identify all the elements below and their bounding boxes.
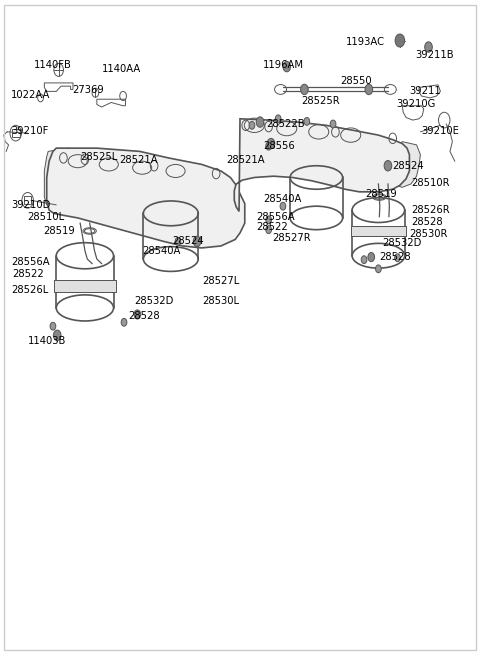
Circle shape xyxy=(304,117,310,125)
Text: 11403B: 11403B xyxy=(28,335,66,346)
Text: 28556: 28556 xyxy=(263,141,295,151)
Text: 28521A: 28521A xyxy=(227,155,265,165)
Circle shape xyxy=(395,253,400,261)
Text: 28528: 28528 xyxy=(128,310,159,321)
Text: 28519: 28519 xyxy=(43,226,75,236)
Circle shape xyxy=(266,216,272,224)
Text: 28550: 28550 xyxy=(340,76,372,86)
Text: 28525L: 28525L xyxy=(80,151,118,162)
Text: 28556A: 28556A xyxy=(257,212,295,221)
Circle shape xyxy=(53,330,61,341)
Text: 39210F: 39210F xyxy=(11,126,48,136)
Circle shape xyxy=(384,160,392,171)
Text: 28540A: 28540A xyxy=(263,194,301,204)
Circle shape xyxy=(365,84,372,95)
Circle shape xyxy=(361,255,367,263)
Text: 39210D: 39210D xyxy=(11,200,50,210)
Circle shape xyxy=(300,84,308,95)
Circle shape xyxy=(425,42,432,52)
Circle shape xyxy=(330,120,336,128)
Circle shape xyxy=(375,265,381,272)
Circle shape xyxy=(193,236,201,247)
Text: 39211B: 39211B xyxy=(416,50,454,60)
Text: 28522B: 28522B xyxy=(266,119,305,129)
Polygon shape xyxy=(393,141,420,187)
Circle shape xyxy=(50,322,56,330)
Text: 28510R: 28510R xyxy=(411,178,449,188)
Circle shape xyxy=(267,138,275,149)
Polygon shape xyxy=(47,148,245,248)
Bar xyxy=(351,226,406,236)
Text: 1193AC: 1193AC xyxy=(346,37,385,47)
Text: 39210E: 39210E xyxy=(421,126,459,136)
Text: 28528: 28528 xyxy=(379,252,411,262)
Text: 28522: 28522 xyxy=(257,222,288,232)
Text: 28521A: 28521A xyxy=(120,155,158,165)
Circle shape xyxy=(249,121,255,129)
Text: 1140AA: 1140AA xyxy=(102,64,141,73)
Text: 28522: 28522 xyxy=(12,269,44,279)
Circle shape xyxy=(276,115,281,122)
Text: 28527L: 28527L xyxy=(202,276,239,286)
Text: 28532D: 28532D xyxy=(134,297,173,307)
Text: 28525R: 28525R xyxy=(301,96,340,105)
Bar xyxy=(12,129,21,137)
Text: 1196AM: 1196AM xyxy=(263,60,304,70)
Text: 28510L: 28510L xyxy=(28,212,65,221)
Text: 1140FB: 1140FB xyxy=(34,60,72,70)
Text: 28519: 28519 xyxy=(365,189,397,199)
Polygon shape xyxy=(234,119,409,212)
Text: 28532D: 28532D xyxy=(382,238,421,248)
Text: 28540A: 28540A xyxy=(142,246,180,256)
Text: 39210G: 39210G xyxy=(396,99,436,109)
Circle shape xyxy=(175,238,181,246)
Text: 28524: 28524 xyxy=(172,236,204,246)
Circle shape xyxy=(134,310,141,319)
Text: 28526L: 28526L xyxy=(11,286,48,295)
Circle shape xyxy=(266,226,272,234)
Circle shape xyxy=(256,117,264,127)
Text: 28527R: 28527R xyxy=(273,233,311,243)
Bar xyxy=(24,196,32,204)
Circle shape xyxy=(266,142,272,150)
Text: 28530L: 28530L xyxy=(202,297,239,307)
Text: 28556A: 28556A xyxy=(11,257,49,267)
Text: 39211: 39211 xyxy=(409,86,441,96)
Bar xyxy=(54,280,116,291)
Text: 28526R: 28526R xyxy=(411,205,449,215)
Circle shape xyxy=(280,202,286,210)
Text: 27369: 27369 xyxy=(72,85,104,95)
Circle shape xyxy=(283,62,290,72)
Text: 28530R: 28530R xyxy=(409,229,448,238)
Circle shape xyxy=(368,252,374,261)
Polygon shape xyxy=(44,148,75,209)
Circle shape xyxy=(395,34,405,47)
Text: 1022AA: 1022AA xyxy=(11,90,50,100)
Text: 28528: 28528 xyxy=(411,217,443,227)
Circle shape xyxy=(121,318,127,326)
Text: 28524: 28524 xyxy=(393,160,424,171)
